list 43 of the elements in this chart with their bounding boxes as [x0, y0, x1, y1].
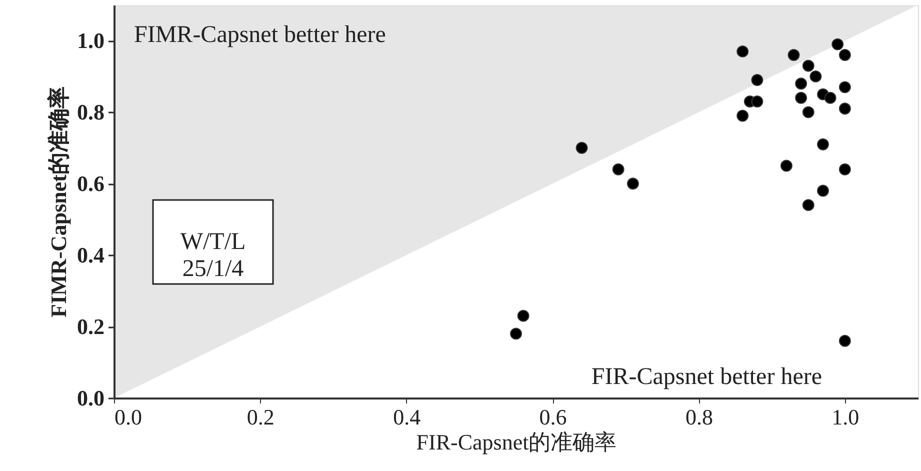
point [576, 142, 588, 154]
point [795, 78, 808, 90]
y-tick-label: 1.0 [77, 28, 104, 54]
point [751, 95, 764, 108]
x-tick-label: 0.0 [114, 404, 142, 430]
annotation: W/T/L 25/1/4 [180, 229, 246, 282]
point [788, 49, 800, 61]
point [736, 45, 749, 58]
y-axis-title: FIMR-Capsnet的准确率 [46, 86, 71, 318]
point [736, 110, 749, 122]
point [838, 49, 851, 61]
point [817, 184, 829, 197]
x-tick-label: 1.0 [832, 404, 860, 430]
y-tick-label: 0.6 [77, 171, 104, 196]
y-tick-label: 0.2 [77, 314, 104, 340]
point [810, 70, 822, 82]
annotation: FIMR-Capsnet better here [134, 22, 386, 48]
point [517, 310, 530, 322]
point [802, 60, 814, 72]
x-axis-title: FIR-Capsnet的准确率 [416, 430, 617, 454]
point [802, 199, 814, 212]
point [510, 328, 522, 340]
point [824, 92, 836, 104]
point [817, 138, 829, 150]
point [751, 74, 764, 86]
x-tick-label: 0.8 [685, 404, 713, 430]
point [838, 81, 851, 94]
point [780, 160, 792, 172]
x-tick-label: 0.6 [539, 404, 567, 430]
y-tick-label: 0.8 [77, 100, 104, 125]
point [838, 102, 851, 115]
x-tick-label: 0.4 [393, 404, 421, 430]
point [838, 334, 851, 347]
point [832, 38, 844, 50]
annotation: FIR-Capsnet better here [591, 364, 822, 390]
point [626, 178, 639, 190]
y-tick-label: 0.0 [77, 386, 104, 410]
x-tick-label: 0.2 [246, 404, 274, 430]
point [838, 163, 851, 176]
point [795, 92, 808, 104]
point [802, 106, 814, 118]
y-tick-label: 0.4 [77, 242, 104, 268]
point [612, 163, 624, 176]
